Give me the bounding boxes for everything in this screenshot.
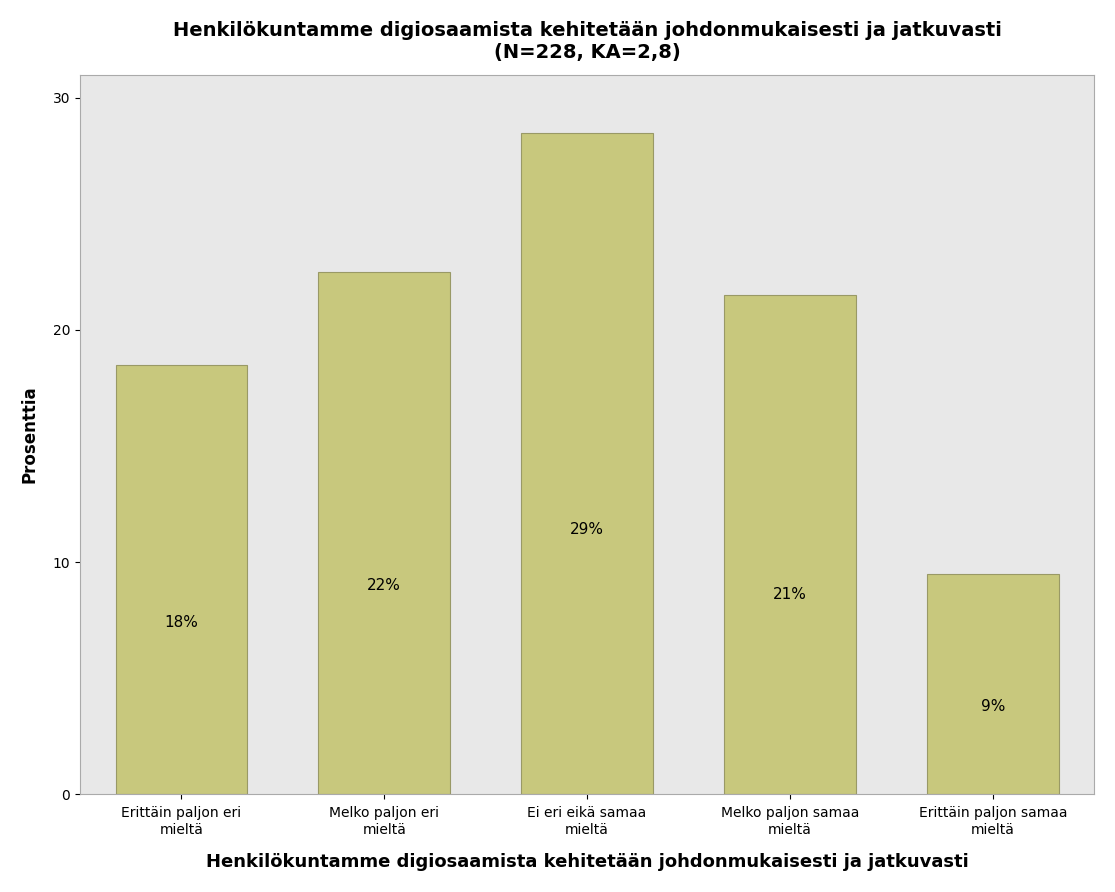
Title: Henkilökuntamme digiosaamista kehitetään johdonmukaisesti ja jatkuvasti
(N=228, : Henkilökuntamme digiosaamista kehitetään… (173, 21, 1001, 62)
Text: 29%: 29% (570, 522, 604, 537)
Bar (116, 365, 248, 795)
Bar (927, 574, 1058, 795)
Bar (521, 133, 653, 795)
Y-axis label: Prosenttia: Prosenttia (21, 385, 39, 483)
Bar (724, 295, 856, 795)
Text: 9%: 9% (980, 698, 1005, 714)
X-axis label: Henkilökuntamme digiosaamista kehitetään johdonmukaisesti ja jatkuvasti: Henkilökuntamme digiosaamista kehitetään… (206, 853, 969, 871)
Text: 18%: 18% (165, 615, 198, 630)
Bar (319, 272, 450, 795)
Text: 22%: 22% (367, 578, 401, 593)
Text: 21%: 21% (773, 587, 807, 602)
